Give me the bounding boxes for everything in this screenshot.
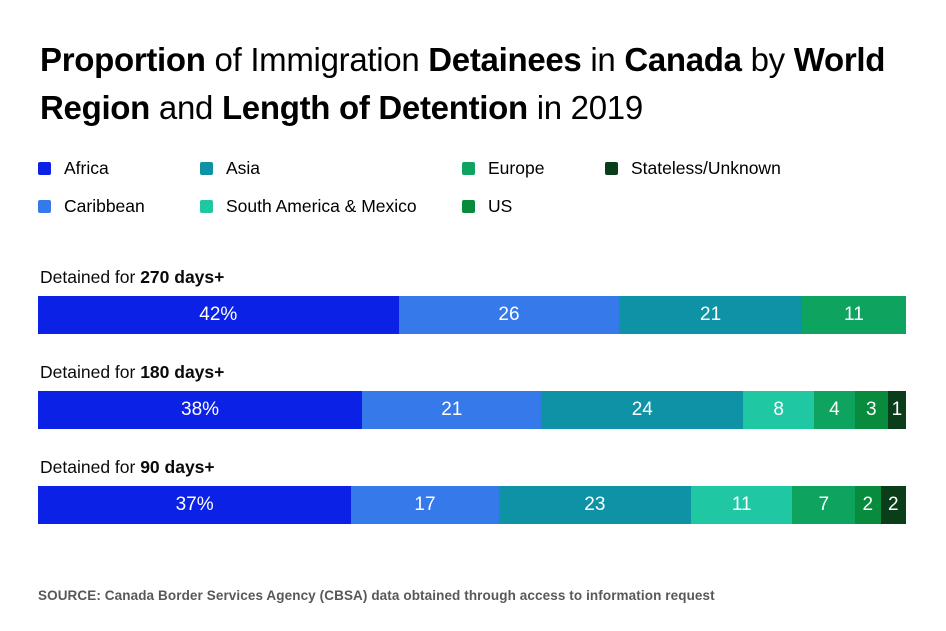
legend-item: Europe [462,158,605,179]
bar-segment: 7 [792,486,856,524]
segment-value: 21 [441,399,463,420]
chart-title: Proportion of Immigration Detainees in C… [38,36,906,132]
title-segment: in 2019 [527,89,643,126]
chart-page: Proportion of Immigration Detainees in C… [38,36,907,603]
legend-swatch-icon [462,200,475,213]
segment-value: 11 [844,304,864,325]
legend-swatch-icon [605,162,618,175]
bar-segment: 3 [854,391,888,429]
segment-value: 23 [584,494,606,515]
segment-value: 2 [888,494,899,515]
legend-swatch-icon [462,162,475,175]
title-segment: of Immigration [205,41,429,78]
segment-value: 11 [731,494,752,515]
title-segment: World Region [40,41,886,126]
bar-segment: 38% [38,391,363,429]
bar-segment: 4 [814,391,855,429]
segment-value: 1 [891,399,903,420]
row-label-prefix: Detained for [40,362,141,382]
chart-row: Detained for 270 days+ 42% 26 21 11 [38,267,906,334]
legend-item: Stateless/Unknown [605,158,906,179]
stacked-bar: 42% 26 21 11 [38,296,906,334]
row-label: Detained for 90 days+ [40,457,906,477]
bar-segment: 17 [351,486,499,524]
stacked-bar: 37% 17 23 11 7 2 2 [38,486,907,524]
chart-row: Detained for 180 days+ 38% 21 24 8 4 3 1 [38,362,907,429]
title-segment: Canada [624,41,742,78]
bar-segment: 23 [498,486,691,524]
legend-label: Africa [64,158,109,178]
bar-segment: 42% [38,296,399,334]
legend-item: South America & Mexico [200,196,462,217]
segment-value: 2 [862,494,874,515]
legend-item: Caribbean [38,196,200,217]
row-label: Detained for 180 days+ [40,362,906,382]
legend-label: Stateless/Unknown [631,158,781,178]
segment-value: 7 [818,494,830,515]
segment-value: 8 [773,399,784,420]
row-label-duration: 90 days+ [140,457,215,477]
title-segment: by [741,41,794,78]
bar-segment: 2 [855,486,881,524]
legend-swatch-icon [200,162,213,175]
bar-segment: 24 [541,391,744,429]
chart-rows: Detained for 270 days+ 42% 26 21 11 Detained … [38,267,907,524]
legend-swatch-icon [200,200,213,213]
stacked-bar: 38% 21 24 8 4 3 1 [38,391,907,429]
title-segment: Length of Detention [221,89,528,126]
bar-segment: 11 [690,486,793,524]
bar-segment: 11 [801,296,906,334]
row-label-duration: 270 days+ [140,267,225,287]
row-label-prefix: Detained for [40,267,141,287]
row-label-prefix: Detained for [40,457,141,477]
legend-label: US [488,196,513,216]
legend-swatch-icon [38,162,51,175]
segment-value: 42% [199,304,238,325]
legend: Africa Asia Europe Stateless/Unknown Caribbe… [38,158,906,217]
title-segment: Proportion [40,41,206,78]
chart-row: Detained for 90 days+ 37% 17 23 11 7 2 2 [38,457,907,524]
segment-value: 37% [175,494,214,515]
segment-value: 24 [631,399,653,420]
title-segment: Detainees [428,41,582,78]
source-note: SOURCE: Canada Border Services Agency (C… [38,588,715,603]
segment-value: 17 [414,494,436,515]
segment-value: 4 [829,399,840,420]
bar-segment: 2 [880,486,907,524]
legend-label: Asia [226,158,261,178]
bar-segment: 1 [887,391,907,429]
bar-segment: 21 [362,391,542,429]
legend-label: Caribbean [64,196,145,216]
legend-swatch-icon [38,200,51,213]
segment-value: 26 [498,304,520,325]
legend-item: Africa [38,158,200,179]
row-label-duration: 180 days+ [140,362,225,382]
legend-item: US [462,196,605,217]
row-label: Detained for 270 days+ [40,267,906,287]
title-segment: and [150,89,222,126]
segment-value: 21 [700,304,722,325]
segment-value: 38% [181,399,220,420]
legend-label: South America & Mexico [226,196,417,216]
bar-segment: 26 [398,296,620,334]
legend-item: Asia [200,158,462,179]
bar-segment: 37% [38,486,352,524]
bar-segment: 8 [743,391,815,429]
legend-label: Europe [488,158,545,178]
segment-value: 3 [866,399,877,420]
title-segment: in [581,41,625,78]
bar-segment: 21 [619,296,802,334]
